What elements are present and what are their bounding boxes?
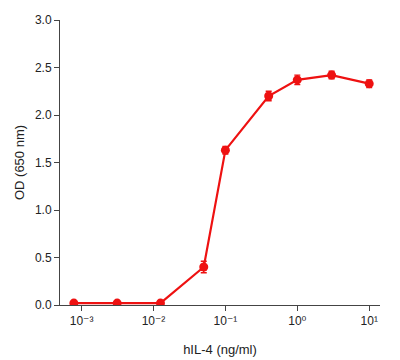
svg-text:1.5: 1.5 [35, 156, 52, 170]
svg-text:10⁻³: 10⁻³ [70, 314, 94, 328]
svg-text:2.5: 2.5 [35, 61, 52, 75]
svg-text:0.5: 0.5 [35, 251, 52, 265]
svg-text:0.0: 0.0 [35, 298, 52, 312]
svg-text:10¹: 10¹ [361, 314, 378, 328]
svg-text:hIL-4 (ng/ml): hIL-4 (ng/ml) [183, 342, 257, 357]
svg-text:10⁻¹: 10⁻¹ [214, 314, 238, 328]
svg-text:10⁻²: 10⁻² [142, 314, 166, 328]
svg-text:2.0: 2.0 [35, 108, 52, 122]
svg-text:1.0: 1.0 [35, 203, 52, 217]
svg-text:10⁰: 10⁰ [288, 314, 306, 328]
svg-text:3.0: 3.0 [35, 13, 52, 27]
svg-text:OD (650 nm): OD (650 nm) [12, 125, 27, 200]
